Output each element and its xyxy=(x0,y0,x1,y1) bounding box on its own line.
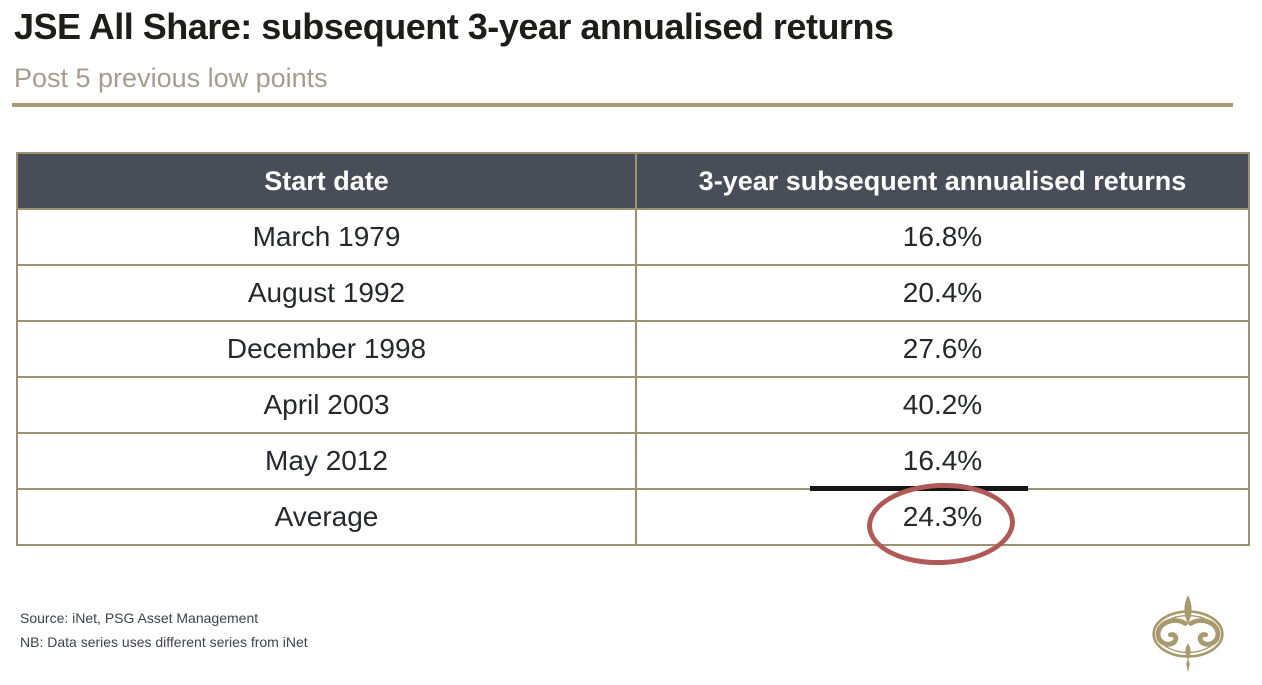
page-subtitle: Post 5 previous low points xyxy=(14,63,328,93)
nb-note: NB: Data series uses different series fr… xyxy=(20,634,308,650)
average-label-cell: Average xyxy=(16,488,637,546)
average-return-cell: 24.3% xyxy=(635,488,1250,546)
header-row: Start date 3-year subsequent annualised … xyxy=(16,152,1250,210)
footer: Source: iNet, PSG Asset Management NB: D… xyxy=(20,606,308,654)
start-date-cell: March 1979 xyxy=(16,208,637,266)
return-cell: 27.6% xyxy=(635,320,1250,378)
sum-underline xyxy=(810,486,1028,491)
return-cell: 40.2% xyxy=(635,376,1250,434)
return-cell: 16.8% xyxy=(635,208,1250,266)
column-header-returns: 3-year subsequent annualised returns xyxy=(635,152,1250,210)
returns-table: Start date 3-year subsequent annualised … xyxy=(16,152,1250,546)
page-title: JSE All Share: subsequent 3-year annuali… xyxy=(14,6,894,47)
return-cell: 16.4% xyxy=(635,432,1250,490)
start-date-cell: May 2012 xyxy=(16,432,637,490)
table-row-average: Average 24.3% xyxy=(16,488,1250,546)
table-row: May 2012 16.4% xyxy=(16,432,1250,490)
return-cell: 20.4% xyxy=(635,264,1250,322)
column-header-start-date: Start date xyxy=(16,152,637,210)
table-row: March 1979 16.8% xyxy=(16,208,1250,266)
start-date-cell: December 1998 xyxy=(16,320,637,378)
source-note: Source: iNet, PSG Asset Management xyxy=(20,610,259,626)
table-row: April 2003 40.2% xyxy=(16,376,1250,434)
title-divider xyxy=(12,103,1233,107)
start-date-cell: April 2003 xyxy=(16,376,637,434)
table-row: December 1998 27.6% xyxy=(16,320,1250,378)
start-date-cell: August 1992 xyxy=(16,264,637,322)
table-header: Start date 3-year subsequent annualised … xyxy=(16,152,1250,210)
table-row: August 1992 20.4% xyxy=(16,264,1250,322)
psg-logo-icon xyxy=(1152,595,1224,673)
